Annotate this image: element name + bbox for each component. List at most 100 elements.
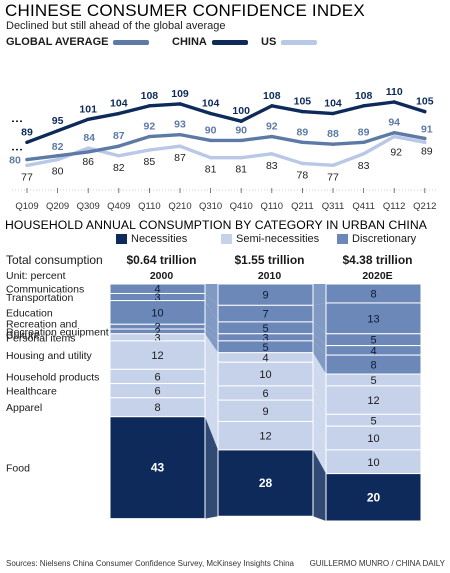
value-label-recreation-and-culture-2000: 2 (154, 322, 160, 334)
series-line-global-average (25, 131, 427, 162)
point-global-average (25, 157, 29, 162)
legend-global-label: GLOBAL AVERAGE (6, 36, 109, 48)
point-china (117, 111, 121, 116)
bar-food-2020e (325, 473, 422, 522)
value-label-recreation-and-culture-2020e: 4 (370, 345, 376, 357)
data-label-us: 78 (297, 169, 309, 181)
point-global-average (423, 136, 427, 141)
point-us (300, 161, 305, 166)
data-label-china: 108 (263, 90, 281, 102)
point-us (331, 163, 335, 168)
column-year-2010: 2010 (258, 270, 282, 282)
x-tick-label-q212: Q212 (413, 201, 436, 212)
point-us (25, 163, 29, 168)
data-label-china: 104 (324, 98, 342, 110)
legend-discretionary-label: Discretionary (352, 233, 417, 245)
value-label-recreation-and-culture-2010: 3 (262, 332, 268, 344)
column-year-2020e: 2020E (362, 270, 392, 282)
row-label-communications: Communications (6, 284, 84, 296)
point-global-average (55, 154, 60, 158)
row-label-apparel: Apparel (6, 402, 42, 414)
row-label-household-products: Household products (6, 371, 99, 383)
legend-global: GLOBAL AVERAGE (6, 36, 150, 48)
connector-personal-items (205, 333, 218, 363)
data-label-global: 93 (174, 119, 186, 131)
connector-education (205, 300, 218, 334)
point-global-average (392, 131, 396, 135)
point-global-average (361, 140, 366, 145)
point-us (392, 134, 396, 139)
data-label-us: 92 (390, 147, 402, 159)
value-label-education-2000: 10 (151, 307, 163, 319)
connector-recreation-equipment (313, 340, 326, 375)
legend-necessities: Necessities (116, 233, 187, 245)
connector-recreation-and-culture (313, 333, 326, 356)
point-us (423, 140, 427, 145)
bar-transportation-2020e (325, 302, 422, 335)
total-value-2020e: $4.38 trillion (342, 253, 412, 267)
connector-communications (313, 284, 326, 306)
x-tick-label-q109: Q109 (15, 201, 38, 212)
row-label-healthcare: Healthcare (6, 386, 57, 398)
value-label-education-2020e: 5 (370, 335, 376, 347)
x-tick-label-q410: Q410 (230, 201, 253, 212)
line-chart: 89 95 101 104 108 109 104 100 108 105 104 108 110 105… (9, 86, 438, 212)
point-china (178, 102, 182, 106)
point-us (147, 148, 152, 152)
row-label-food: Food (6, 463, 30, 475)
value-label-recreation-equipment-2010: 5 (262, 342, 268, 354)
point-global-average (178, 132, 182, 137)
value-label-transportation-2020e: 13 (367, 313, 379, 325)
connector-recreation-equipment (205, 329, 218, 353)
data-label-china: 100 (232, 105, 250, 117)
value-label-apparel-2000: 8 (154, 402, 160, 414)
value-label-communications-2000: 4 (154, 284, 160, 296)
point-china (392, 100, 396, 104)
point-global-average (147, 134, 152, 139)
legend-china-swatch (211, 39, 248, 45)
point-global-average (239, 138, 243, 143)
value-label-household-products-2020e: 5 (370, 415, 376, 427)
data-label-us: 83 (266, 160, 278, 172)
data-label-global: 90 (235, 124, 247, 136)
data-label-china: 95 (52, 115, 64, 127)
connector-healthcare (313, 400, 326, 450)
row-label-recreation-equipment: Recreation equipment (6, 326, 109, 338)
bar-apparel-2010 (217, 420, 314, 451)
data-label-global: 90 (205, 124, 217, 136)
consumption-legend: Necessities Semi-necessities Discretiona… (0, 233, 450, 247)
data-label-global: 88 (327, 128, 339, 140)
connector-healthcare (205, 383, 218, 422)
value-label-communications-2020e: 8 (370, 288, 376, 300)
data-label-us: 77 (327, 171, 339, 183)
row-label-personal-items: Personal items (6, 332, 75, 344)
value-label-personal-items-2020e: 5 (370, 375, 376, 387)
connector-housing-and-utility (205, 340, 218, 386)
connector-household-products (205, 369, 218, 401)
value-label-education-2010: 5 (262, 323, 268, 335)
point-china (239, 119, 243, 123)
data-label-global: 89 (297, 126, 309, 138)
data-label-china: 89 (21, 126, 33, 138)
point-china (86, 117, 90, 121)
point-global-average (86, 150, 90, 154)
credit-note: GUILLERMO MUNRO / CHINA DAILY (309, 559, 445, 568)
value-label-transportation-2000: 3 (154, 292, 160, 304)
data-label-us: 80 (52, 166, 64, 178)
data-label-global: 92 (144, 121, 156, 133)
x-tick-label-q112: Q112 (383, 201, 406, 212)
value-label-housing-and-utility-2020e: 12 (367, 395, 379, 407)
connector-communications (205, 284, 218, 306)
connector-transportation (313, 302, 326, 334)
legend-us-label: US (261, 36, 277, 48)
point-china (208, 111, 213, 116)
consumption-chart: Total consumption $0.64 trillion $1.55 tri… (6, 253, 422, 522)
data-label-us: 82 (113, 162, 125, 174)
bar-food-2000 (109, 416, 206, 520)
chart-subtitle: Declined but still ahead of the global a… (6, 20, 226, 32)
connector-education (313, 321, 326, 346)
point-china (147, 104, 152, 108)
connector-personal-items (313, 352, 326, 386)
point-us (208, 155, 213, 160)
data-label-global: 89 (358, 126, 370, 138)
